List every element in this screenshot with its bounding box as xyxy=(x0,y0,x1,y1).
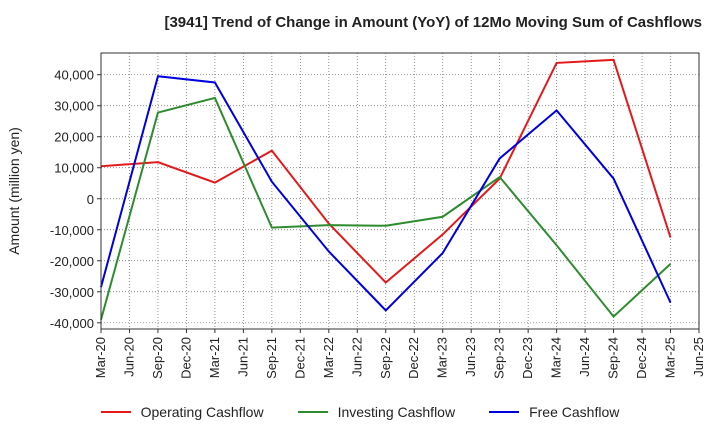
x-tick-label: Jun-23 xyxy=(463,337,478,377)
y-tick-label: 20,000 xyxy=(54,130,94,145)
chart-title: [3941] Trend of Change in Amount (YoY) o… xyxy=(164,14,702,31)
legend-swatch-operating xyxy=(100,411,131,413)
series-line-free-cashflow xyxy=(100,75,672,312)
legend-label-operating: Operating Cashflow xyxy=(140,404,264,420)
x-tick-label: Mar-22 xyxy=(321,337,336,378)
legend-label-free: Free Cashflow xyxy=(529,404,620,420)
x-tick-label: Sep-24 xyxy=(606,337,621,379)
x-tick-label: Mar-25 xyxy=(663,337,678,378)
x-tick-label: Dec-21 xyxy=(292,337,307,379)
x-tick-label: Sep-20 xyxy=(150,337,165,379)
legend-swatch-free xyxy=(489,411,520,413)
legend-item-free: Free Cashflow xyxy=(489,404,619,420)
x-tick-label: Dec-20 xyxy=(178,337,193,379)
x-tick-label: Dec-24 xyxy=(634,337,649,379)
y-axis-label: Amount (million yen) xyxy=(6,127,22,255)
y-tick-label: -20,000 xyxy=(50,254,94,269)
legend-swatch-investing xyxy=(297,411,328,413)
x-tick-label: Mar-21 xyxy=(207,337,222,378)
y-tick-label: -30,000 xyxy=(50,285,94,300)
series-lines xyxy=(100,58,672,320)
plot-area xyxy=(100,52,700,330)
y-tick-label: 30,000 xyxy=(54,99,94,114)
x-tick-label: Dec-23 xyxy=(520,337,535,379)
x-tick-label: Jun-20 xyxy=(121,337,136,377)
x-tick-label: Jun-21 xyxy=(235,337,250,377)
y-tick-label: -10,000 xyxy=(50,223,94,238)
series-line-investing-cashflow xyxy=(100,96,672,320)
x-tick-label: Mar-23 xyxy=(435,337,450,378)
y-tick-label: 0 xyxy=(87,192,94,207)
y-tick-label: 10,000 xyxy=(54,161,94,176)
x-tick-label: Dec-22 xyxy=(406,337,421,379)
legend-item-operating: Operating Cashflow xyxy=(100,404,264,420)
x-tick-label: Jun-24 xyxy=(577,337,592,377)
x-tick-label: Jun-25 xyxy=(691,337,706,377)
y-axis: -40,000 -30,000 -20,000 -10,000 0 10,000 20,00… xyxy=(50,68,101,331)
x-tick-label: Mar-20 xyxy=(93,337,108,378)
grid-lines xyxy=(100,53,700,329)
x-tick-label: Sep-21 xyxy=(264,337,279,379)
series-line-operating-cashflow xyxy=(100,58,672,284)
legend: Operating Cashflow Investing Cashflow Fr… xyxy=(0,404,720,420)
x-tick-label: Sep-22 xyxy=(378,337,393,379)
y-tick-label: 40,000 xyxy=(54,68,94,83)
y-tick-label: -40,000 xyxy=(50,316,94,331)
x-tick-label: Sep-23 xyxy=(492,337,507,379)
legend-label-investing: Investing Cashflow xyxy=(337,404,456,420)
x-axis: Mar-20 Jun-20 Sep-20 Dec-20 Mar-21 Jun-21 Sep-… xyxy=(93,329,706,379)
x-tick-label: Mar-24 xyxy=(549,337,564,378)
legend-item-investing: Investing Cashflow xyxy=(297,404,456,420)
x-tick-label: Jun-22 xyxy=(349,337,364,377)
